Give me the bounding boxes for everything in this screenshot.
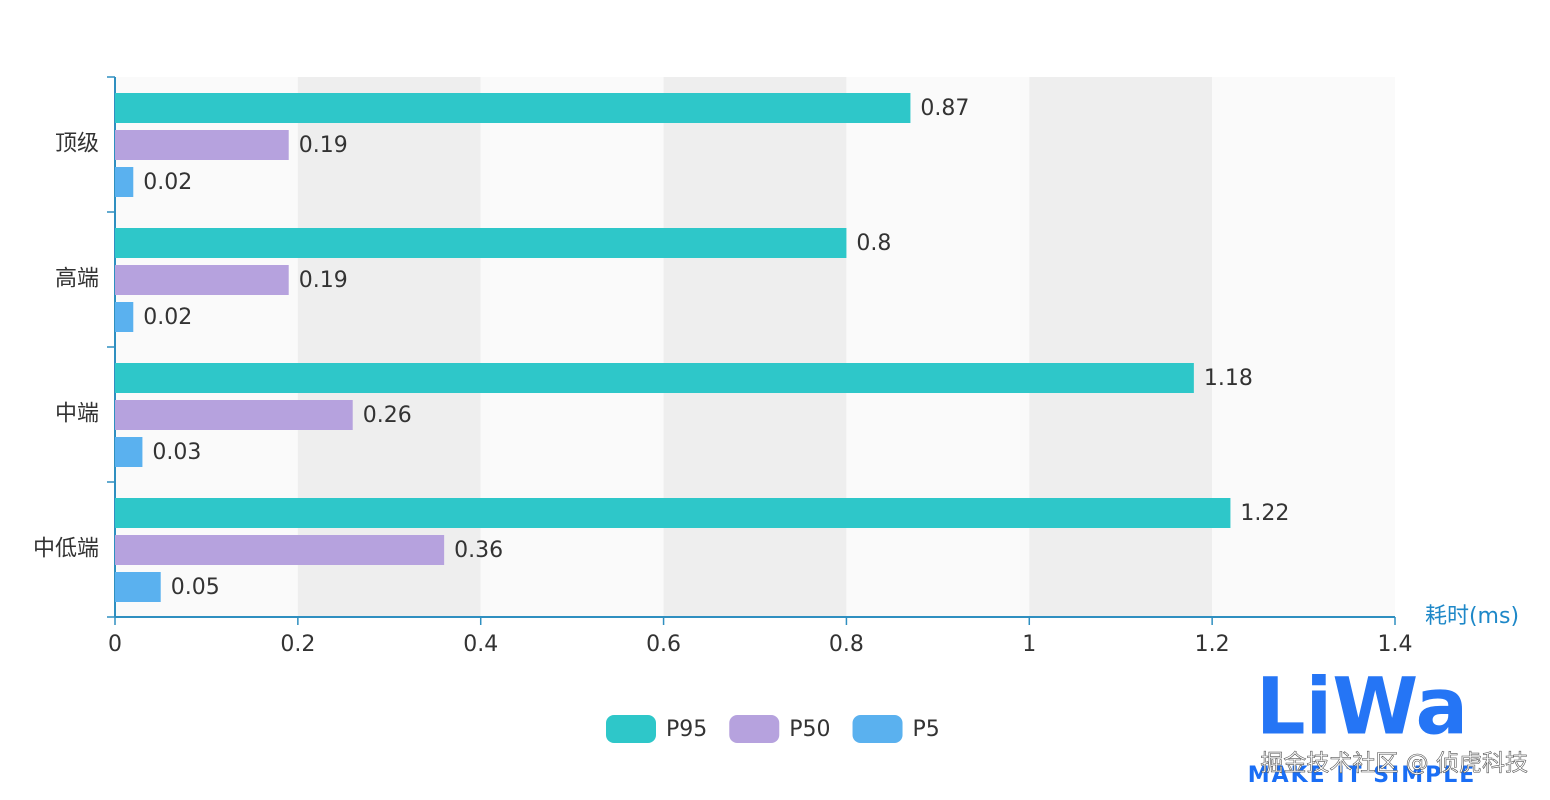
value-label: 0.03 — [152, 440, 201, 465]
bar — [115, 400, 353, 430]
x-tick-label: 0.2 — [280, 632, 315, 657]
x-tick-label: 1.2 — [1195, 632, 1230, 657]
bar — [115, 498, 1231, 528]
split-area — [1212, 77, 1395, 617]
split-area — [846, 77, 1030, 617]
bar — [115, 265, 289, 295]
bar — [115, 167, 134, 197]
x-axis-label: 耗时(ms) — [1425, 604, 1519, 629]
value-label: 0.02 — [143, 305, 192, 330]
bar — [115, 93, 911, 123]
value-label: 0.19 — [299, 133, 348, 158]
x-tick-label: 0.6 — [646, 632, 681, 657]
split-area — [663, 77, 847, 617]
bar — [115, 302, 134, 332]
x-tick-label: 1.4 — [1378, 632, 1413, 657]
x-tick-label: 0.8 — [829, 632, 864, 657]
bar — [115, 363, 1194, 393]
value-label: 0.26 — [363, 403, 412, 428]
x-tick-label: 0.4 — [463, 632, 498, 657]
legend-swatch — [852, 715, 903, 743]
value-label: 0.05 — [171, 575, 220, 600]
value-label: 0.36 — [454, 538, 503, 563]
value-label: 0.19 — [299, 268, 348, 293]
x-tick-label: 1 — [1022, 632, 1036, 657]
bar — [115, 228, 847, 258]
bar — [115, 572, 161, 602]
legend-swatch — [606, 715, 656, 743]
split-area — [1029, 77, 1213, 617]
legend-label: P50 — [789, 717, 830, 742]
y-tick-label: 高端 — [55, 267, 99, 292]
split-area — [480, 77, 664, 617]
value-label: 0.8 — [856, 231, 891, 256]
bar — [115, 130, 289, 160]
value-label: 0.02 — [143, 170, 192, 195]
y-tick-label: 中低端 — [33, 537, 99, 562]
y-tick-label: 顶级 — [55, 132, 99, 157]
logo-title: LiWa — [1256, 662, 1468, 752]
legend-label: P95 — [666, 717, 707, 742]
logo-slogan: MAKE IT SIMPLE — [1248, 763, 1477, 788]
y-tick-label: 中端 — [55, 402, 99, 427]
value-label: 1.18 — [1204, 366, 1253, 391]
legend-swatch — [729, 715, 780, 743]
bar — [115, 437, 143, 467]
value-label: 0.87 — [920, 96, 969, 121]
legend-label: P5 — [913, 717, 940, 742]
watermark: 掘金技术社区 @ 侦虎科技 — [1260, 751, 1528, 777]
bar — [115, 535, 445, 565]
value-label: 1.22 — [1240, 501, 1289, 526]
x-tick-label: 0 — [108, 632, 122, 657]
